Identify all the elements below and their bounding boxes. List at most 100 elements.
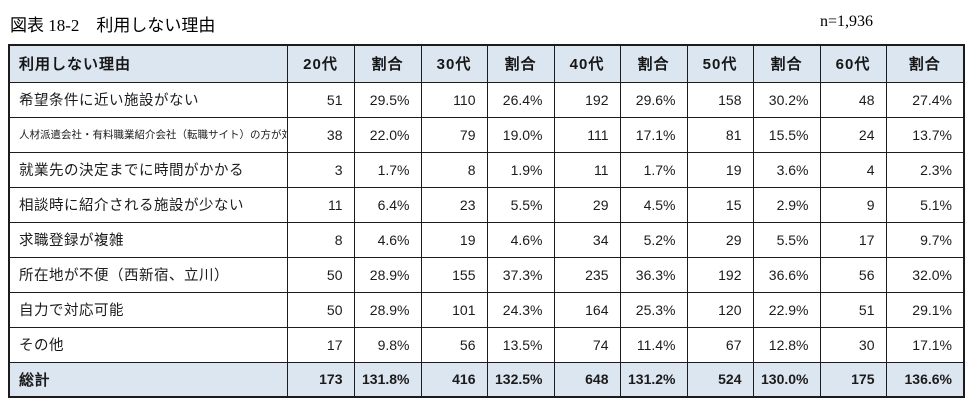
cell-ratio-50s: 12.8% [752,326,821,363]
cell-count-60s: 9 [819,186,887,223]
cell-ratio-60s: 13.7% [885,116,965,153]
cell-count-40s: 11 [553,151,621,188]
cell-count-30s: 101 [420,291,488,328]
table-row: 求職登録が複雑 8 4.6% 19 4.6% 34 5.2% 29 5.5% 1… [8,221,965,258]
total-count-60s: 175 [819,361,887,398]
col-header-60s: 60代 [819,44,887,83]
total-row: 総計 173 131.8% 416 132.5% 648 131.2% 524 … [8,361,965,398]
cell-count-60s: 51 [819,291,887,328]
cell-ratio-60s: 32.0% [885,256,965,293]
cell-count-40s: 111 [553,116,621,153]
page-title: 図表 18-2 利用しない理由 [10,16,216,35]
col-header-ratio-40s: 割合 [619,44,688,83]
cell-count-60s: 17 [819,221,887,258]
cell-count-50s: 19 [686,151,754,188]
cell-count-60s: 30 [819,326,887,363]
col-header-ratio-20s: 割合 [353,44,422,83]
cell-count-30s: 56 [420,326,488,363]
cell-ratio-30s: 4.6% [486,221,555,258]
cell-ratio-40s: 11.4% [619,326,688,363]
col-header-ratio-60s: 割合 [885,44,965,83]
cell-count-40s: 74 [553,326,621,363]
cell-count-20s: 17 [286,326,355,363]
cell-count-20s: 3 [286,151,355,188]
col-header-reason: 利用しない理由 [8,44,288,83]
cell-ratio-50s: 2.9% [752,186,821,223]
cell-ratio-30s: 37.3% [486,256,555,293]
col-header-30s: 30代 [420,44,488,83]
cell-ratio-20s: 1.7% [353,151,422,188]
total-count-20s: 173 [286,361,355,398]
cell-count-40s: 29 [553,186,621,223]
cell-count-30s: 155 [420,256,488,293]
row-label: 希望条件に近い施設がない [8,81,288,118]
total-ratio-60s: 136.6% [885,361,965,398]
col-header-20s: 20代 [286,44,355,83]
cell-count-50s: 158 [686,81,754,118]
total-ratio-40s: 131.2% [619,361,688,398]
cell-count-20s: 38 [286,116,355,153]
cell-count-50s: 15 [686,186,754,223]
cell-ratio-40s: 25.3% [619,291,688,328]
cell-count-60s: 56 [819,256,887,293]
cell-count-50s: 192 [686,256,754,293]
cell-count-20s: 8 [286,221,355,258]
table-row: 希望条件に近い施設がない 51 29.5% 110 26.4% 192 29.6… [8,81,965,118]
cell-ratio-50s: 3.6% [752,151,821,188]
cell-ratio-40s: 5.2% [619,221,688,258]
row-label: 就業先の決定までに時間がかかる [8,151,288,188]
total-count-40s: 648 [553,361,621,398]
cell-count-30s: 79 [420,116,488,153]
cell-ratio-20s: 28.9% [353,291,422,328]
cell-count-20s: 50 [286,291,355,328]
cell-count-50s: 81 [686,116,754,153]
cell-ratio-40s: 17.1% [619,116,688,153]
cell-ratio-60s: 27.4% [885,81,965,118]
cell-count-60s: 24 [819,116,887,153]
total-ratio-30s: 132.5% [486,361,555,398]
cell-ratio-30s: 24.3% [486,291,555,328]
cell-count-30s: 19 [420,221,488,258]
total-ratio-50s: 130.0% [752,361,821,398]
total-count-50s: 524 [686,361,754,398]
cell-count-30s: 23 [420,186,488,223]
cell-count-40s: 235 [553,256,621,293]
row-label: その他 [8,326,288,363]
cell-ratio-20s: 28.9% [353,256,422,293]
table-row: 所在地が不便（西新宿、立川） 50 28.9% 155 37.3% 235 36… [8,256,965,293]
cell-ratio-30s: 26.4% [486,81,555,118]
cell-ratio-60s: 5.1% [885,186,965,223]
cell-count-40s: 192 [553,81,621,118]
cell-ratio-30s: 5.5% [486,186,555,223]
cell-ratio-20s: 29.5% [353,81,422,118]
col-header-50s: 50代 [686,44,754,83]
cell-ratio-60s: 17.1% [885,326,965,363]
total-label: 総計 [8,361,288,398]
cell-count-40s: 164 [553,291,621,328]
cell-ratio-20s: 6.4% [353,186,422,223]
sample-size-label: n=1,936 [820,13,874,30]
row-label: 人材派遣会社・有料職業紹介会社（転職サイト）の方が対応が早い [8,116,288,153]
cell-ratio-40s: 4.5% [619,186,688,223]
cell-count-60s: 4 [819,151,887,188]
cell-ratio-50s: 22.9% [752,291,821,328]
table-row: 人材派遣会社・有料職業紹介会社（転職サイト）の方が対応が早い 38 22.0% … [8,116,965,153]
cell-count-60s: 48 [819,81,887,118]
cell-ratio-40s: 1.7% [619,151,688,188]
cell-count-30s: 110 [420,81,488,118]
cell-ratio-20s: 4.6% [353,221,422,258]
row-label: 求職登録が複雑 [8,221,288,258]
col-header-40s: 40代 [553,44,621,83]
header-row: 利用しない理由 20代 割合 30代 割合 40代 割合 50代 割合 60代 … [8,44,965,83]
cell-ratio-60s: 9.7% [885,221,965,258]
table-row: 相談時に紹介される施設が少ない 11 6.4% 23 5.5% 29 4.5% … [8,186,965,223]
row-label: 所在地が不便（西新宿、立川） [8,256,288,293]
cell-count-40s: 34 [553,221,621,258]
cell-ratio-50s: 30.2% [752,81,821,118]
row-label: 自力で対応可能 [8,291,288,328]
cell-count-50s: 29 [686,221,754,258]
cell-ratio-50s: 15.5% [752,116,821,153]
cell-ratio-60s: 2.3% [885,151,965,188]
cell-count-30s: 8 [420,151,488,188]
cell-count-20s: 11 [286,186,355,223]
